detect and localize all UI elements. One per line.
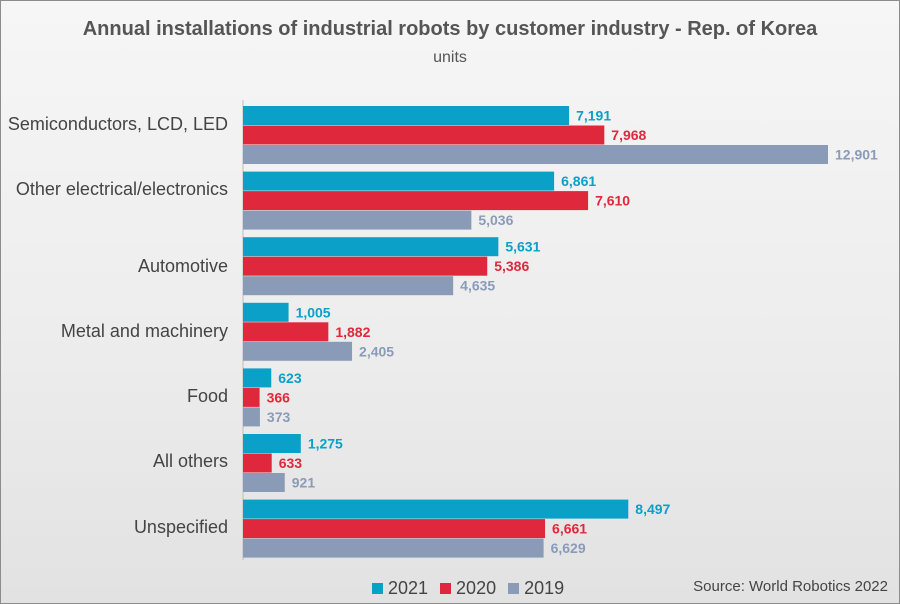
bar-2019-5 (243, 473, 285, 492)
data-label-2020-0: 7,968 (611, 127, 646, 143)
data-label-2021-3: 1,005 (296, 304, 331, 320)
bar-2021-3 (243, 302, 289, 322)
data-label-2019-6: 6,629 (551, 540, 586, 556)
category-label: Semiconductors, LCD, LED (7, 114, 228, 134)
legend-label: 2021 (388, 578, 429, 598)
bar-2020-0 (243, 125, 605, 145)
bar-2020-3 (243, 322, 329, 342)
bar-2019-4 (243, 407, 260, 427)
bar-2021-2 (243, 237, 499, 257)
bar-2019-6 (243, 538, 544, 558)
bar-2021-5 (243, 434, 301, 453)
bar-2020-6 (243, 519, 546, 539)
category-label: All others (152, 451, 228, 471)
legend-label: 2020 (456, 578, 497, 598)
data-label-2021-2: 5,631 (505, 239, 540, 255)
data-label-2019-3: 2,405 (359, 343, 394, 359)
legend-item-2019: 2019 (508, 578, 564, 599)
bar-2019-3 (243, 341, 353, 361)
legend-item-2021: 2021 (372, 578, 428, 599)
bar-2021-0 (243, 106, 570, 125)
chart-subtitle: units (433, 49, 467, 66)
bar-2020-5 (243, 453, 272, 473)
category-label: Food (186, 386, 228, 406)
bar-2019-0 (243, 145, 828, 164)
source-note: Source: World Robotics 2022 (693, 578, 888, 595)
category-label: Other electrical/electronics (15, 179, 228, 199)
data-label-2020-3: 1,882 (335, 324, 370, 340)
legend-swatch (508, 583, 520, 594)
data-label-2021-1: 6,861 (561, 173, 596, 189)
data-label-2019-1: 5,036 (478, 212, 513, 228)
bar-2019-1 (243, 210, 472, 230)
data-label-2021-0: 7,191 (576, 108, 611, 124)
bar-2020-4 (243, 387, 260, 407)
data-label-2019-5: 921 (292, 475, 316, 491)
data-label-2020-2: 5,386 (494, 258, 529, 274)
bar-2021-6 (243, 499, 629, 519)
data-label-2021-4: 623 (278, 370, 302, 386)
data-label-2019-2: 4,635 (460, 278, 495, 294)
bar-2019-2 (243, 276, 454, 296)
legend: 2021 2020 2019 (372, 578, 576, 599)
data-label-2020-4: 366 (267, 389, 291, 405)
data-label-2019-4: 373 (267, 409, 291, 425)
chart-title: Annual installations of industrial robot… (82, 18, 818, 40)
legend-item-2020: 2020 (440, 578, 496, 599)
bar-2021-4 (243, 368, 272, 388)
data-label-2021-5: 1,275 (308, 436, 343, 452)
data-label-2020-6: 6,661 (552, 521, 587, 537)
category-label: Metal and machinery (60, 321, 228, 341)
legend-label: 2019 (524, 578, 565, 598)
data-label-2020-5: 633 (279, 455, 303, 471)
data-label-2020-1: 7,610 (595, 193, 630, 209)
bar-2020-2 (243, 256, 488, 276)
category-label: Automotive (137, 256, 228, 276)
bar-2021-1 (243, 171, 555, 191)
legend-swatch (440, 583, 452, 594)
category-label: Unspecified (133, 517, 228, 537)
data-label-2019-0: 12,901 (835, 147, 878, 163)
data-label-2021-6: 8,497 (635, 501, 670, 517)
bar-2020-1 (243, 191, 589, 211)
legend-swatch (372, 583, 383, 594)
